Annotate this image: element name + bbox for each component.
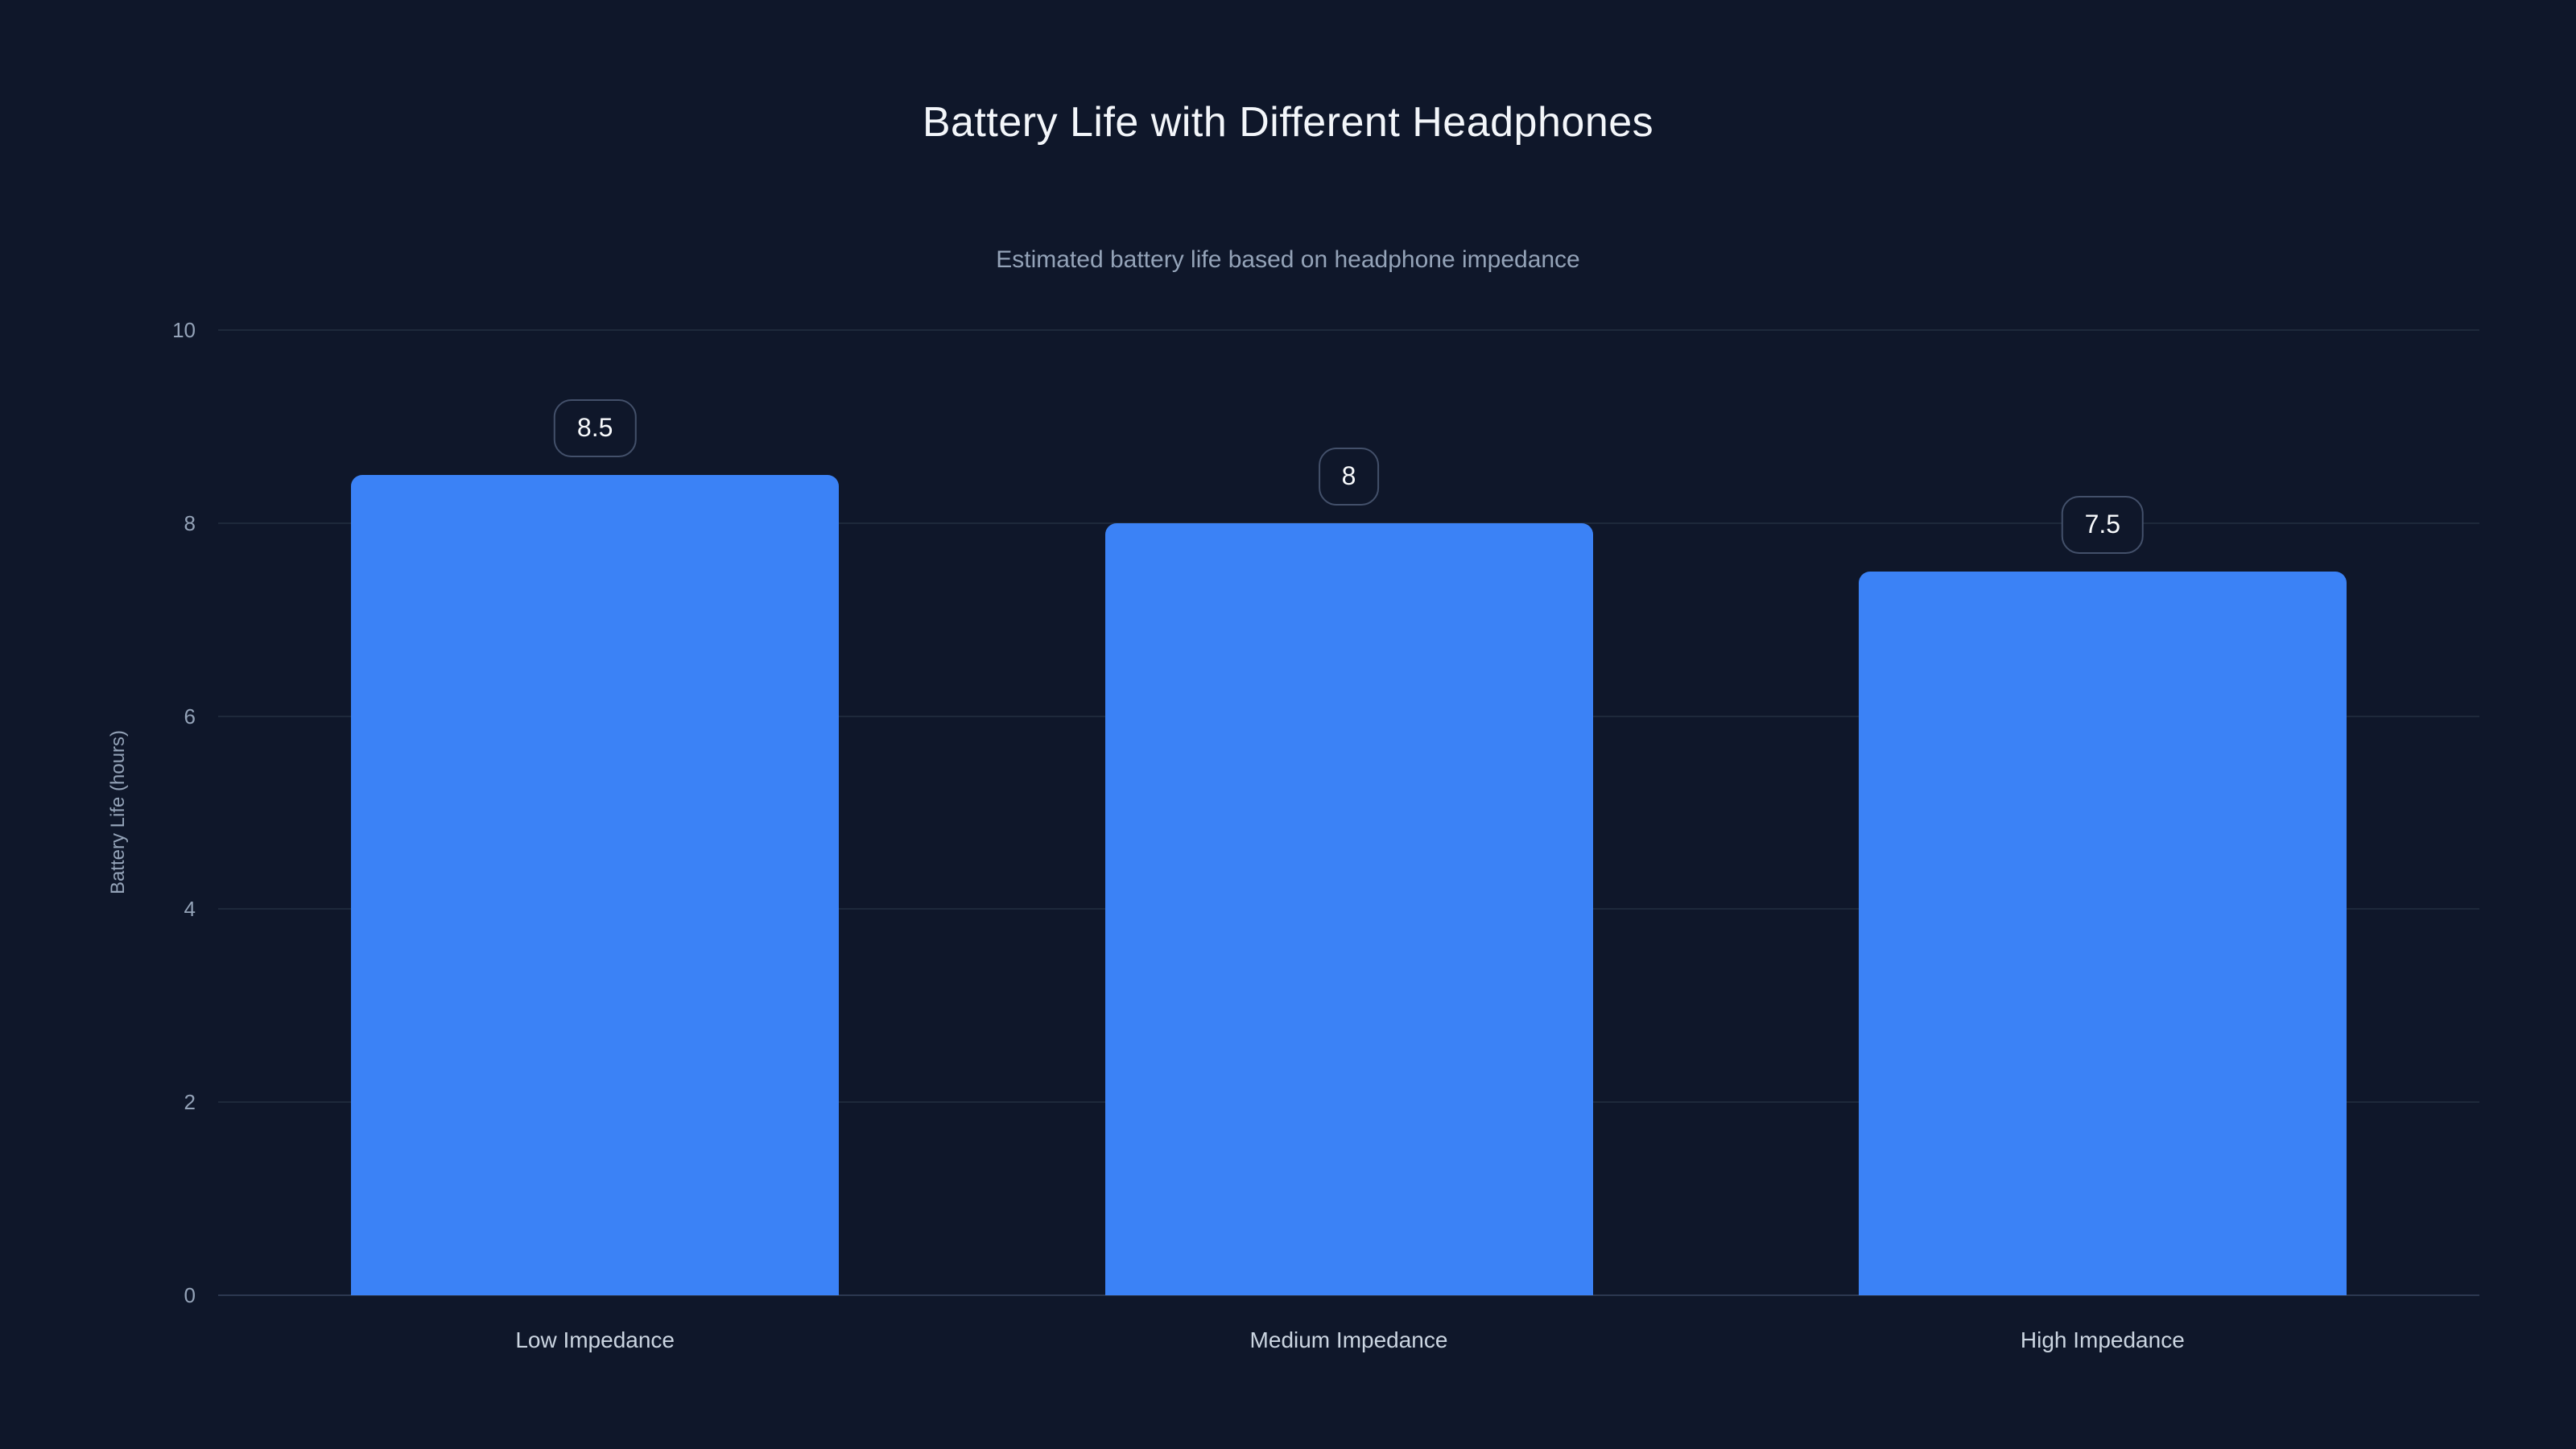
bar-low-impedance[interactable] bbox=[351, 474, 840, 1295]
bar-high-impedance[interactable] bbox=[1858, 571, 2347, 1295]
gridline-y-8 bbox=[218, 522, 2479, 524]
y-axis-title: Battery Life (hours) bbox=[107, 729, 129, 895]
value-badge-high-impedance: 7.5 bbox=[2061, 495, 2145, 554]
chart-title: Battery Life with Different Headphones bbox=[922, 99, 1654, 146]
y-tick-label-6: 6 bbox=[184, 704, 196, 729]
value-badge-low-impedance: 8.5 bbox=[553, 398, 637, 457]
chart-subtitle: Estimated battery life based on headphon… bbox=[996, 246, 1580, 273]
gridline-y-10 bbox=[218, 329, 2479, 331]
bar-medium-impedance[interactable] bbox=[1104, 522, 1593, 1295]
x-axis-label-high-impedance: High Impedance bbox=[2020, 1327, 2185, 1352]
x-axis-label-low-impedance: Low Impedance bbox=[515, 1327, 675, 1352]
plot-area: 8.5 Low Impedance 8 Medium Impedance 7.5 High… bbox=[218, 329, 2479, 1352]
y-tick-label-8: 8 bbox=[184, 510, 196, 535]
y-tick-label-2: 2 bbox=[184, 1090, 196, 1115]
x-axis-baseline bbox=[218, 1294, 2479, 1296]
value-badge-medium-impedance: 8 bbox=[1318, 447, 1380, 506]
y-tick-label-0: 0 bbox=[184, 1283, 196, 1307]
y-tick-label-10: 10 bbox=[172, 318, 196, 342]
y-tick-label-4: 4 bbox=[184, 897, 196, 922]
x-axis-label-medium-impedance: Medium Impedance bbox=[1249, 1327, 1448, 1352]
